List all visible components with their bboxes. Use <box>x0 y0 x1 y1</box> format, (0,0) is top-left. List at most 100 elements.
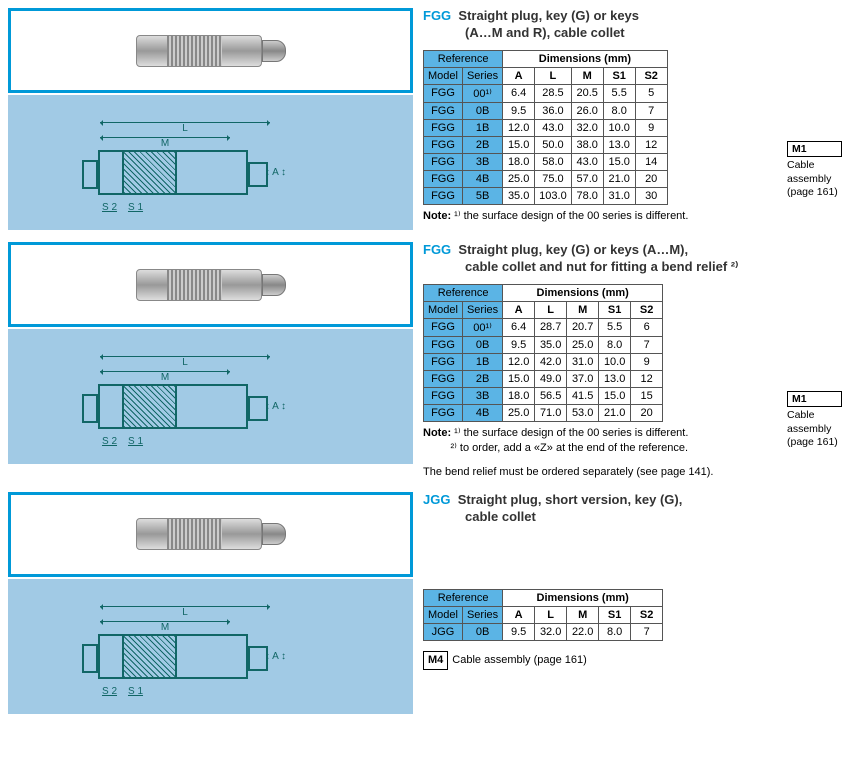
col-header: S2 <box>631 606 663 623</box>
table-cell: 32.0 <box>571 119 603 136</box>
col-header: M <box>567 301 599 318</box>
table-cell: 6.4 <box>503 318 535 336</box>
plug-body <box>136 269 262 301</box>
col-header: S1 <box>599 301 631 318</box>
table-cell: 25.0 <box>503 170 535 187</box>
right-column: FGG Straight plug, key (G) or keys (A…M)… <box>423 242 842 480</box>
product-code: JGG <box>423 492 450 507</box>
plug-tip <box>262 40 286 62</box>
dim-label-l: L <box>100 356 270 368</box>
table-cell: 9.5 <box>503 336 535 353</box>
table-cell: 15.0 <box>503 136 535 153</box>
left-column: LM↕ A ↕S 1S 2 <box>8 492 413 714</box>
table-cell: 28.5 <box>535 84 572 102</box>
table-cell: 7 <box>631 336 663 353</box>
table-cell: 10.0 <box>599 353 631 370</box>
diagram-body: LM↕ A ↕S 1S 2 <box>98 384 248 429</box>
product-desc-1: Straight plug, key (G) or keys (A…M), <box>458 242 688 257</box>
col-header: Series <box>462 301 502 318</box>
table-cell: 3B <box>462 153 502 170</box>
table-cell: 5 <box>635 84 667 102</box>
left-column: LM↕ A ↕S 1S 2 <box>8 8 413 230</box>
assembly-text-2: (page 161) <box>787 186 842 200</box>
table-cell: 10.0 <box>603 119 635 136</box>
product-desc-1: Straight plug, short version, key (G), <box>458 492 683 507</box>
dim-label-s1: S 1 <box>128 686 143 697</box>
table-column-row: ModelSeriesALMS1S2 <box>424 301 663 318</box>
table-row: FGG00¹⁾6.428.720.75.56 <box>424 318 663 336</box>
right-main: FGG Straight plug, key (G) or keys(A…M a… <box>423 8 779 230</box>
dim-label-m: M <box>100 371 230 383</box>
table-column-row: ModelSeriesALMS1S2 <box>424 67 668 84</box>
table-cell: 71.0 <box>535 404 567 421</box>
col-header: S2 <box>635 67 667 84</box>
table-cell: FGG <box>424 336 463 353</box>
table-row: FGG2B15.049.037.013.012 <box>424 370 663 387</box>
dim-label-s2: S 2 <box>102 686 117 697</box>
diagram-box: LM↕ A ↕S 1S 2 <box>8 95 413 230</box>
photo-box <box>8 242 413 327</box>
table-cell: 31.0 <box>603 187 635 204</box>
diagram-box: LM↕ A ↕S 1S 2 <box>8 579 413 714</box>
table-cell: 4B <box>462 170 502 187</box>
dim-label-s2: S 2 <box>102 202 117 213</box>
table-cell: 35.0 <box>503 187 535 204</box>
table-cell: 9 <box>631 353 663 370</box>
dimension-diagram: LM↕ A ↕S 1S 2 <box>98 150 248 195</box>
table-cell: 12 <box>631 370 663 387</box>
mark-badge: M4 <box>423 651 448 670</box>
table-header-row: ReferenceDimensions (mm) <box>424 284 663 301</box>
note-text: ¹⁾ the surface design of the 00 series i… <box>454 210 688 222</box>
table-cell: 3B <box>462 387 502 404</box>
dim-label-a: ↕ A ↕ <box>265 651 286 662</box>
table-cell: 12 <box>635 136 667 153</box>
table-header-row: ReferenceDimensions (mm) <box>424 50 668 67</box>
table-cell: 2B <box>462 370 502 387</box>
dim-label-s1: S 1 <box>128 202 143 213</box>
table-cell: 25.0 <box>567 336 599 353</box>
table-cell: 37.0 <box>567 370 599 387</box>
section-title: FGG Straight plug, key (G) or keys(A…M a… <box>423 8 779 42</box>
table-cell: 14 <box>635 153 667 170</box>
side-assembly-ref: M1Cable assembly(page 161) <box>787 242 842 480</box>
table-cell: 1B <box>462 353 502 370</box>
ref-header: Reference <box>424 589 503 606</box>
product-code: FGG <box>423 242 451 257</box>
table-row: FGG0B9.536.026.08.07 <box>424 102 668 119</box>
table-cell: 58.0 <box>535 153 572 170</box>
table-cell: 22.0 <box>567 623 599 640</box>
table-cell: 0B <box>462 102 502 119</box>
table-cell: 21.0 <box>603 170 635 187</box>
plug-knurl <box>167 270 222 300</box>
table-row: FGG1B12.043.032.010.09 <box>424 119 668 136</box>
table-cell: 20.7 <box>567 318 599 336</box>
dimension-diagram: LM↕ A ↕S 1S 2 <box>98 384 248 429</box>
table-cell: 7 <box>631 623 663 640</box>
note-block: Note: ¹⁾ the surface design of the 00 se… <box>423 426 779 457</box>
table-cell: 15.0 <box>603 153 635 170</box>
table-cell: 5.5 <box>599 318 631 336</box>
note-prefix: Note: <box>423 210 451 222</box>
dimension-table: ReferenceDimensions (mm)ModelSeriesALMS1… <box>423 50 668 205</box>
note-block: Note: ¹⁾ the surface design of the 00 se… <box>423 209 779 224</box>
table-cell: FGG <box>424 153 463 170</box>
note-text: ²⁾ to order, add a «Z» at the end of the… <box>451 442 689 454</box>
table-cell: 30 <box>635 187 667 204</box>
mark-badge: M1 <box>787 391 842 407</box>
dimension-table: ReferenceDimensions (mm)ModelSeriesALMS1… <box>423 284 663 422</box>
diagram-body: LM↕ A ↕S 1S 2 <box>98 150 248 195</box>
table-cell: 0B <box>462 336 502 353</box>
table-row: FGG4B25.071.053.021.020 <box>424 404 663 421</box>
dim-label-l: L <box>100 606 270 618</box>
table-cell: FGG <box>424 187 463 204</box>
plug-knurl <box>167 519 222 549</box>
table-cell: 9.5 <box>503 102 535 119</box>
col-header: Model <box>424 301 463 318</box>
plug-tip <box>262 523 286 545</box>
table-cell: 6.4 <box>503 84 535 102</box>
table-cell: 0B <box>462 623 502 640</box>
product-desc-2: cable collet <box>423 509 536 524</box>
table-cell: 38.0 <box>571 136 603 153</box>
dimension-table: ReferenceDimensions (mm)ModelSeriesALMS1… <box>423 589 663 641</box>
table-cell: FGG <box>424 119 463 136</box>
